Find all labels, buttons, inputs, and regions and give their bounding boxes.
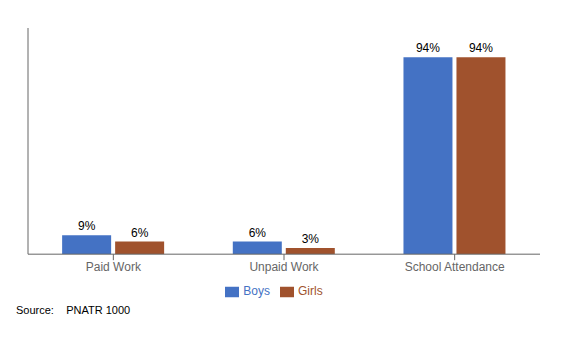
svg-text:6%: 6%: [249, 226, 267, 240]
svg-text:9%: 9%: [78, 219, 96, 233]
svg-text:94%: 94%: [416, 41, 440, 55]
html-text:Girls: Girls: [298, 284, 323, 299]
html-text:Boys: Boys: [243, 284, 270, 299]
svg-text:School Attendance: School Attendance: [405, 260, 505, 274]
svg-text:3%: 3%: [302, 232, 320, 246]
svg-text:6%: 6%: [131, 226, 149, 240]
svg-text:Paid Work: Paid Work: [86, 260, 142, 274]
svg-text:Unpaid Work: Unpaid Work: [249, 260, 319, 274]
svg-text:94%: 94%: [469, 41, 493, 55]
html-text:Source: PNATR 1000: Source: PNATR 1000: [16, 304, 131, 316]
